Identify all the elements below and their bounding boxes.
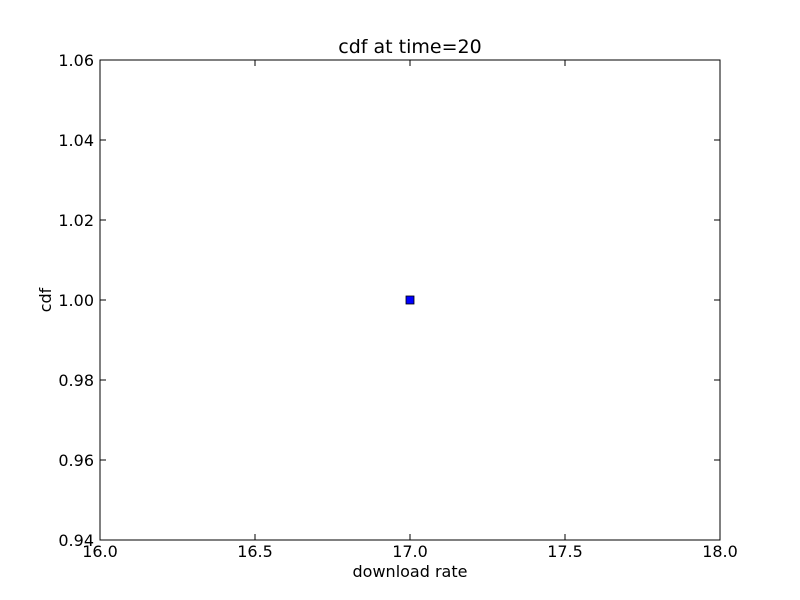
data-points xyxy=(405,295,415,305)
x-axis: 16.0 16.5 17.0 17.5 18.0 xyxy=(82,60,738,561)
y-tick-label: 0.98 xyxy=(58,371,94,390)
y-tick-label: 1.00 xyxy=(58,291,94,310)
y-tick-label: 0.94 xyxy=(58,531,94,550)
x-tick-label: 16.5 xyxy=(237,542,273,561)
y-tick-label: 1.06 xyxy=(58,51,94,70)
x-tick-label: 18.0 xyxy=(702,542,738,561)
x-tick-label: 17.0 xyxy=(392,542,428,561)
data-point xyxy=(405,295,415,305)
x-tick-label: 16.0 xyxy=(82,542,118,561)
y-tick-label: 1.02 xyxy=(58,211,94,230)
y-axis: 0.94 0.96 0.98 1.00 1.02 1.04 1.06 xyxy=(58,51,720,550)
chart-title: cdf at time=20 xyxy=(338,36,481,58)
x-tick-label: 17.5 xyxy=(547,542,583,561)
x-axis-label: download rate xyxy=(353,562,468,581)
y-tick-label: 1.04 xyxy=(58,131,94,150)
y-tick-label: 0.96 xyxy=(58,451,94,470)
y-axis-label: cdf xyxy=(36,287,55,312)
